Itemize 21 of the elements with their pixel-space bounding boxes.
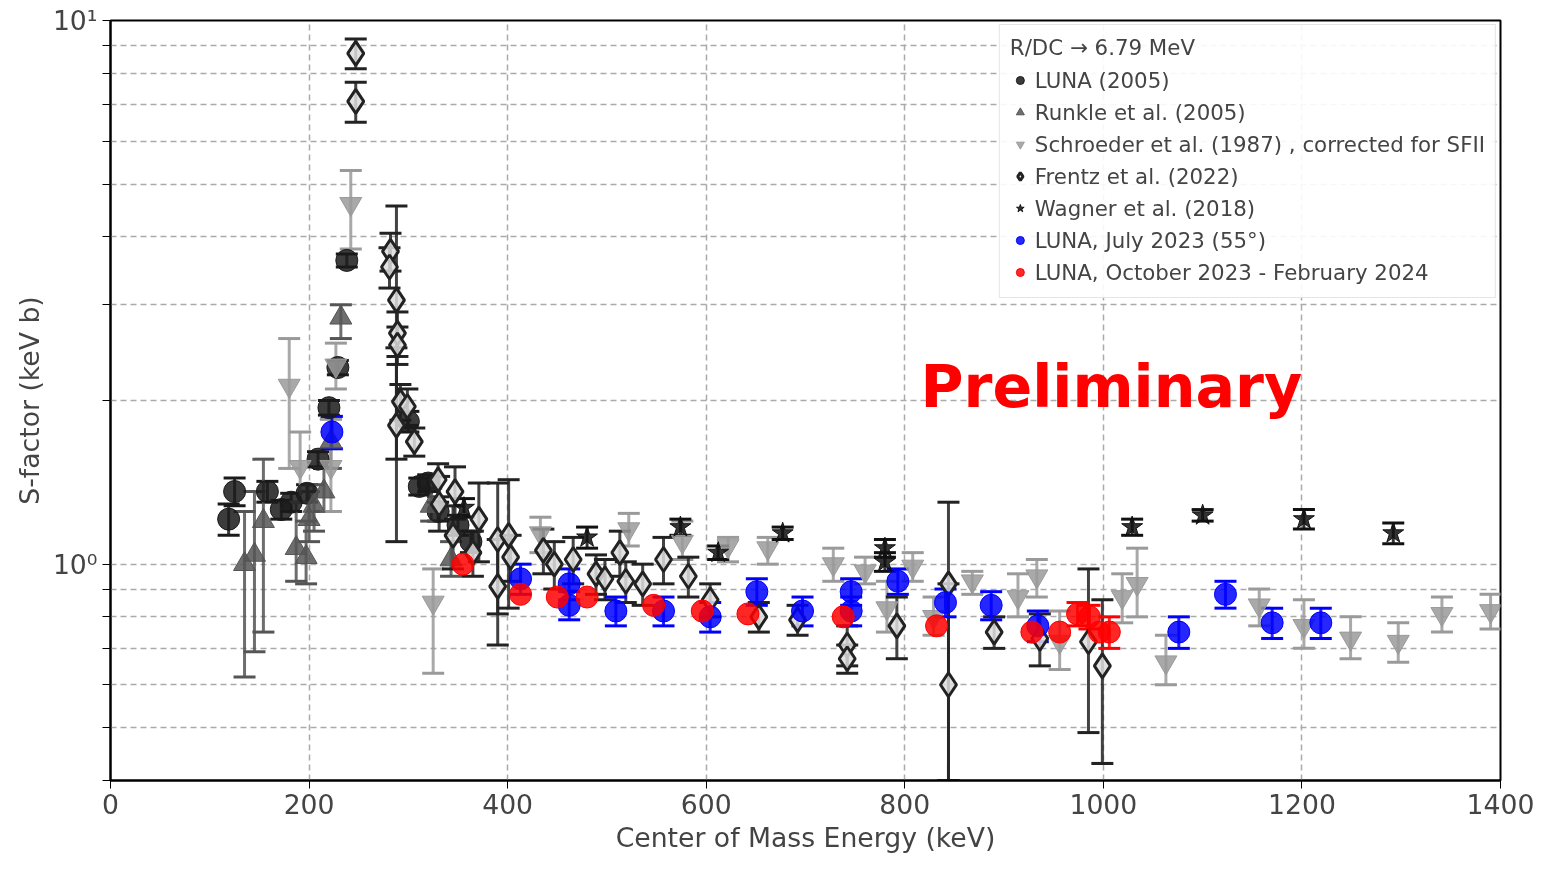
legend-label: Frentz et al. (2022) (1034, 162, 1239, 191)
x-tick-label: 200 (283, 788, 335, 820)
legend-label: Runkle et al. (2005) (1034, 98, 1246, 127)
legend-label: LUNA, July 2023 (55°) (1034, 226, 1267, 255)
x-tick-label: 1200 (1268, 788, 1336, 820)
annotation: Preliminary (920, 352, 1303, 421)
legend-label: LUNA, October 2023 - February 2024 (1034, 258, 1429, 287)
x-tick-label: 600 (680, 788, 732, 820)
y-tick-label: 10⁰ (52, 548, 98, 580)
x-tick-label: 1400 (1466, 788, 1535, 820)
x-tick-label: 1000 (1069, 788, 1138, 820)
y-axis-title: S-factor (keV b) (13, 296, 45, 505)
legend-label: Schroeder et al. (1987) , corrected for SFII (1034, 130, 1485, 159)
x-tick-label: 400 (482, 788, 534, 820)
x-axis-title: Center of Mass Energy (keV) (615, 821, 996, 853)
x-tick-label: 800 (879, 788, 931, 820)
y-tick-label: 10¹ (52, 5, 98, 36)
legend-label: Wagner et al. (2018) (1034, 194, 1256, 223)
legend-title: R/DC → 6.79 MeV (1009, 35, 1196, 60)
legend-label: LUNA (2005) (1034, 66, 1170, 95)
x-tick-label: 0 (102, 788, 119, 820)
